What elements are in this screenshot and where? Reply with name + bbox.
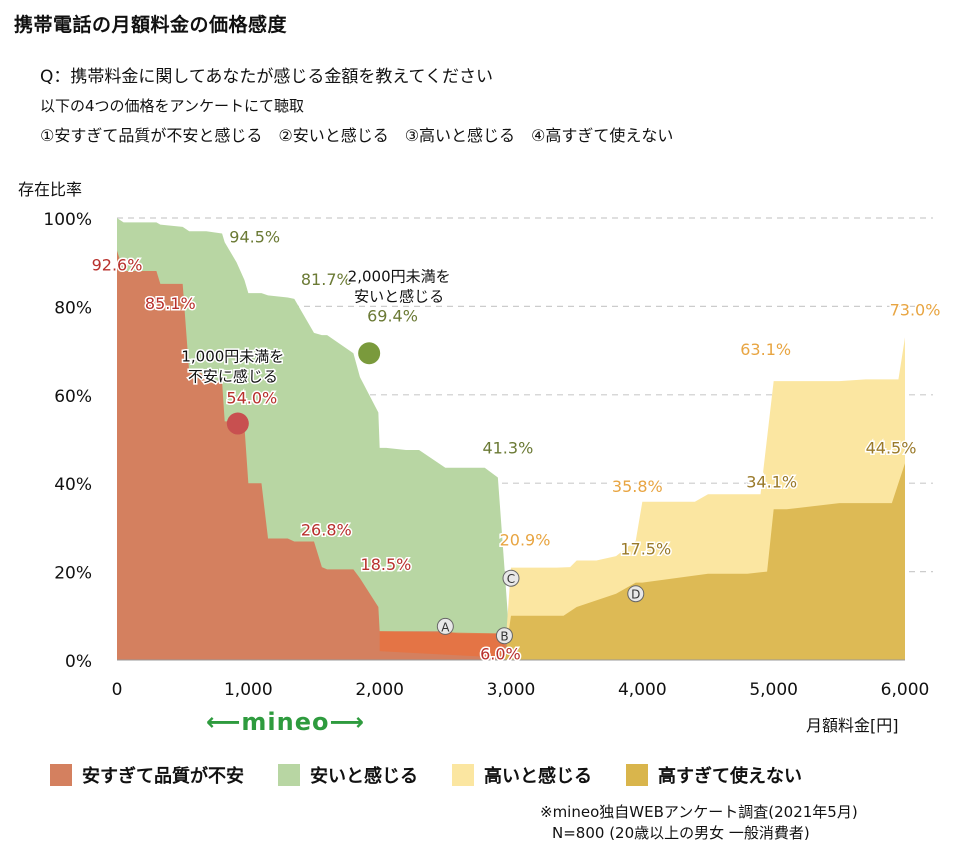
x-tick-label: 2,000 [355,680,404,700]
x-tick-label: 4,000 [618,680,667,700]
highlight-note-line-1: 2,000円未満を [348,267,451,285]
mineo-arrow-right-icon: ⟶ [329,708,365,736]
data-label: 35.8% [612,477,663,496]
mineo-logo: ⟵mineo⟶ [206,708,365,736]
x-tick-label: 3,000 [487,680,536,700]
survey-options: ①安すぎて品質が不安と感じる ②安いと感じる ③高いと感じる ④高すぎて使えない [40,126,674,145]
y-tick-label: 100% [43,210,92,230]
mineo-arrow-left-icon: ⟵ [206,708,242,736]
y-tick-label: 0% [65,652,92,672]
legend-swatch-too-expensive [626,764,648,786]
source-line-2: N=800 (20歳以上の男女 一般消費者) [552,824,810,842]
data-label: 17.5% [620,540,671,559]
legend-label-cheap: 安いと感じる [310,766,418,787]
overlap-band [379,631,505,658]
data-label: 6.0% [480,644,521,663]
data-label: 85.1% [145,294,196,313]
mineo-brand-text: mineo [241,708,330,736]
highlight-point [226,412,249,435]
marker-point [627,585,645,603]
marker-label: A [441,620,450,634]
y-tick-label: 80% [54,298,92,318]
legend-item-too-cheap: 安すぎて品質が不安 [50,762,244,788]
legend-swatch-expensive [452,764,474,786]
data-label: 69.4% [367,306,418,325]
data-label: 73.0% [890,300,941,319]
legend-label-too-expensive: 高すぎて使えない [658,766,802,787]
legend-item-expensive: 高いと感じる [452,762,592,788]
highlight-note-line-2: 不安に感じる [188,368,278,386]
highlight-point [358,342,381,365]
marker-point [495,627,513,645]
data-label: 63.1% [740,340,791,359]
source-note: ※mineo独自WEBアンケート調査(2021年5月) N=800 (20歳以上… [540,802,858,844]
chart-title: 携帯電話の月額料金の価格感度 [14,14,288,36]
marker-label: C [507,572,515,586]
data-label: 81.7% [301,270,352,289]
y-tick-label: 40% [54,475,92,495]
x-tick-label: 5,000 [749,680,798,700]
legend-item-cheap: 安いと感じる [278,762,418,788]
data-label: 92.6% [92,256,143,275]
question-text: Q：携帯料金に関してあなたが感じる金額を教えてください [40,67,493,87]
marker-point [502,569,520,587]
marker-point [436,617,454,635]
marker-label: B [500,630,508,644]
legend-item-too-expensive: 高すぎて使えない [626,762,802,788]
highlight-note-line-2: 安いと感じる [354,287,444,305]
survey-subtitle: 以下の4つの価格をアンケートにて聴取 [40,97,304,115]
highlight-note-line-1: 1,000円未満を [181,348,284,366]
data-label: 44.5% [866,438,917,457]
x-tick-label: 6,000 [881,680,930,700]
data-label: 94.5% [229,227,280,246]
series-area-0 [117,250,905,660]
marker-label: D [631,588,640,602]
x-tick-label: 1,000 [224,680,273,700]
legend-label-too-cheap: 安すぎて品質が不安 [82,766,244,787]
data-label: 54.0% [226,388,277,407]
legend-label-expensive: 高いと感じる [484,766,592,787]
data-label: 20.9% [500,531,551,550]
legend-swatch-cheap [278,764,300,786]
chart-legend: 安すぎて品質が不安 安いと感じる 高いと感じる 高すぎて使えない [50,762,836,788]
y-axis-label: 存在比率 [18,180,83,199]
legend-swatch-too-cheap [50,764,72,786]
x-axis-label: 月額料金[円] [806,716,899,735]
y-tick-label: 60% [54,387,92,407]
data-label: 34.1% [746,472,797,491]
data-label: 26.8% [301,521,352,540]
x-tick-label: 0 [112,680,123,700]
y-tick-label: 20% [54,564,92,584]
series-area-3 [117,463,905,660]
data-label: 18.5% [361,555,412,574]
data-label: 41.3% [482,438,533,457]
source-line-1: ※mineo独自WEBアンケート調査(2021年5月) [540,803,858,821]
